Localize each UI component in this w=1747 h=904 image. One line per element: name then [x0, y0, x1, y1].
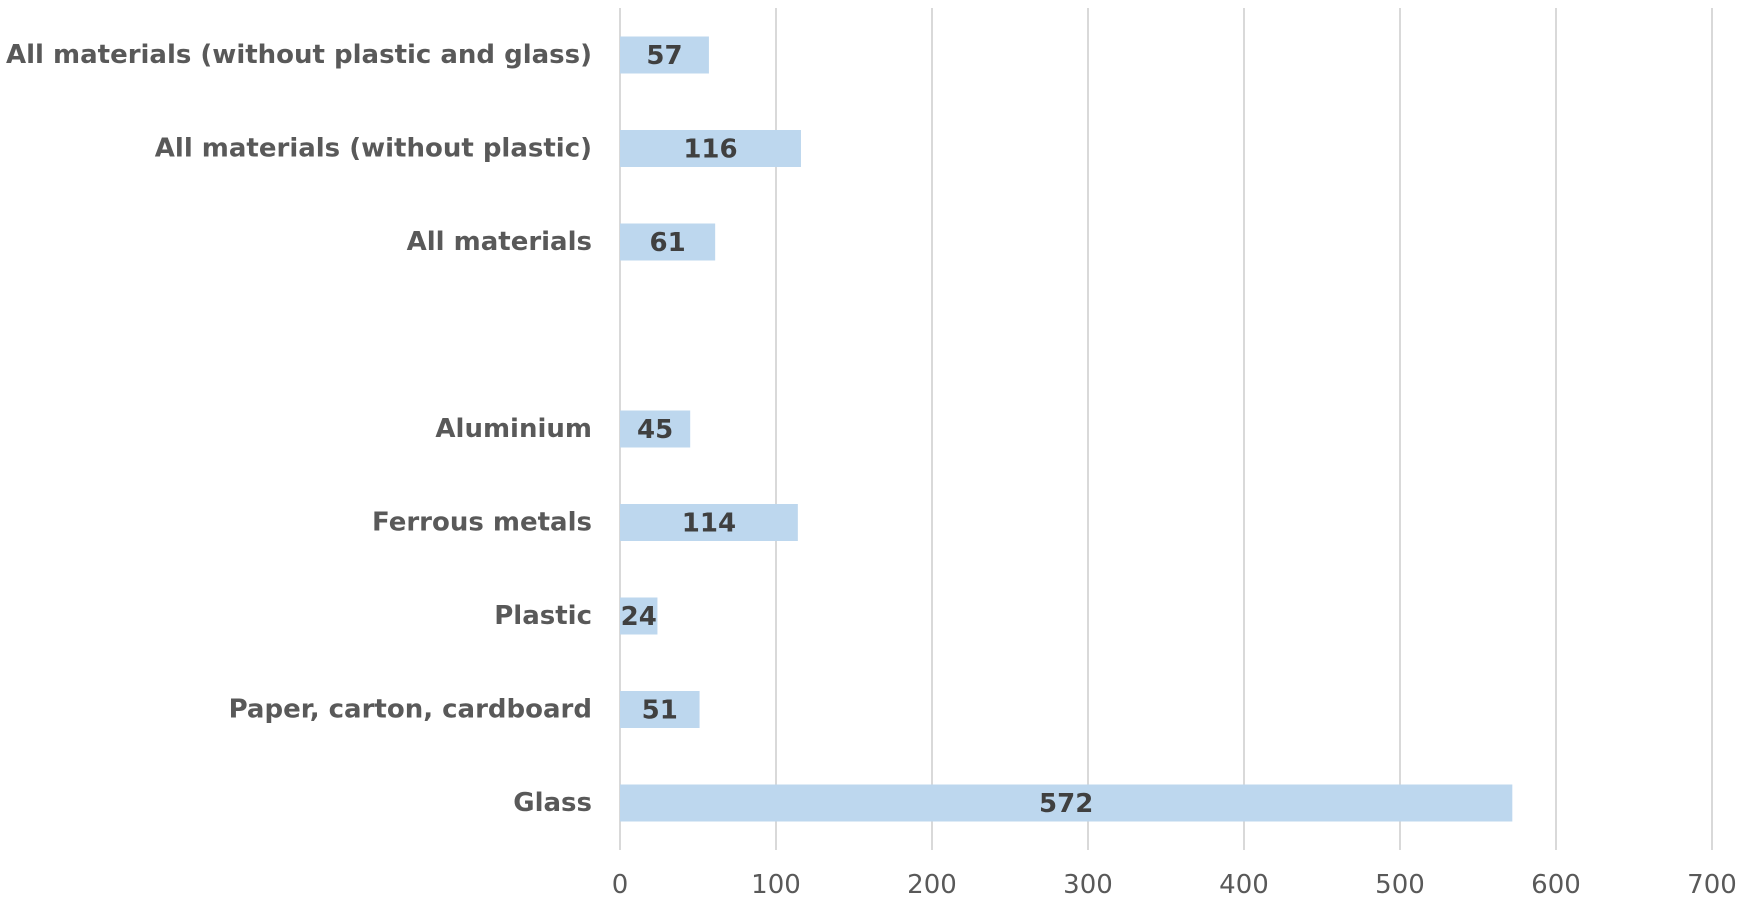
tick-label-layer: 0 100 200 300 400 500 600 700 — [612, 870, 1737, 900]
category-label: Ferrous metals — [372, 508, 592, 538]
category-label: All materials (without plastic) — [155, 134, 592, 164]
category-label: Aluminium — [435, 414, 592, 444]
x-tick-label: 100 — [751, 870, 801, 900]
x-tick-label: 400 — [1219, 870, 1269, 900]
data-label: 116 — [683, 135, 737, 165]
data-label: 61 — [649, 228, 685, 258]
bar — [620, 410, 691, 448]
data-label: 51 — [642, 696, 678, 726]
bar — [620, 223, 716, 261]
category-label: All materials — [407, 227, 592, 257]
bar — [620, 691, 700, 728]
x-tick-label: 500 — [1375, 870, 1425, 900]
data-label: 45 — [637, 415, 673, 445]
x-tick-label: 200 — [907, 870, 957, 900]
bar — [620, 784, 1513, 822]
category-label: Paper, carton, cardboard — [229, 695, 592, 725]
data-label: 572 — [1039, 789, 1093, 819]
x-tick-label: 0 — [612, 870, 629, 900]
x-tick-label: 700 — [1687, 870, 1737, 900]
data-label-layer: 57 116 61 45 114 24 51 572 — [621, 41, 1094, 819]
data-label: 57 — [646, 41, 682, 71]
x-tick-label: 300 — [1063, 870, 1113, 900]
category-label: Glass — [513, 788, 592, 818]
category-label: All materials (without plastic and glass… — [6, 40, 592, 70]
bar — [620, 36, 709, 74]
bar — [620, 597, 658, 635]
bar — [620, 504, 798, 541]
data-label: 114 — [682, 509, 736, 539]
x-tick-label: 600 — [1531, 870, 1581, 900]
bar — [620, 130, 801, 167]
category-label: Plastic — [494, 601, 592, 631]
bar-layer — [620, 36, 1513, 822]
category-label-layer: All materials (without plastic and glass… — [6, 40, 592, 818]
data-label: 24 — [621, 602, 657, 632]
